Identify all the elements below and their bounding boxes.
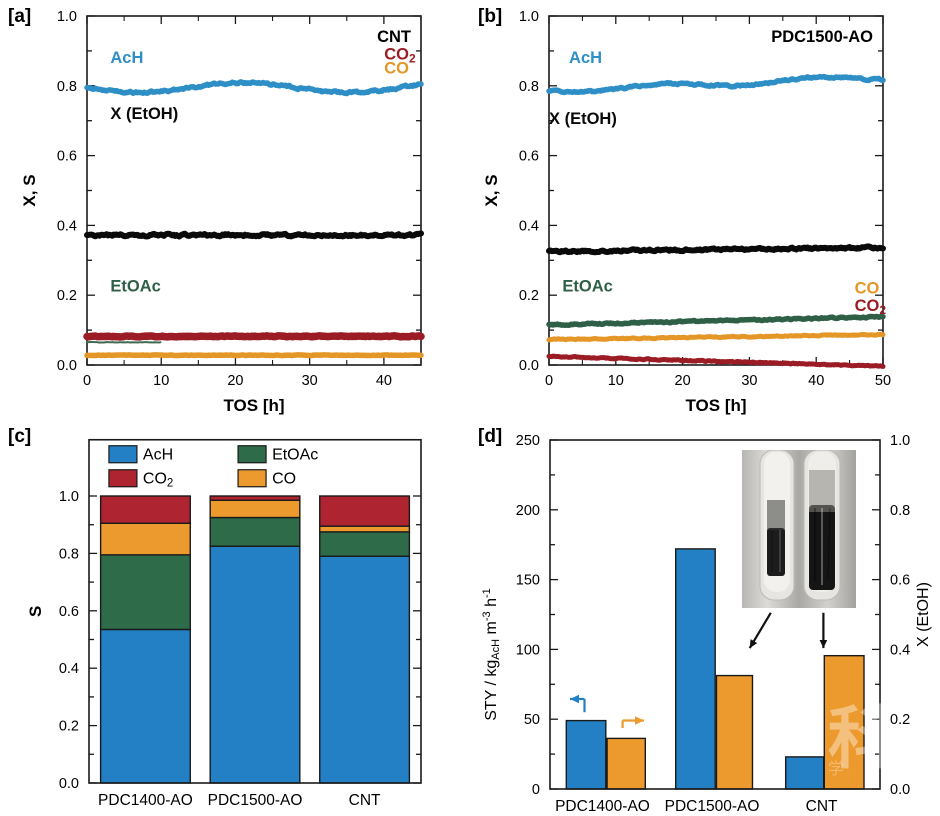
svg-text:CO: CO [855,279,880,297]
svg-text:0.4: 0.4 [519,218,539,234]
svg-text:0.4: 0.4 [890,642,910,658]
svg-text:200: 200 [516,503,540,519]
svg-text:CNT: CNT [349,792,381,809]
svg-text:EtOAc: EtOAc [562,278,612,296]
svg-text:S: S [26,606,45,617]
svg-text:X, S: X, S [482,174,501,206]
svg-text:1.0: 1.0 [890,433,910,449]
svg-text:0.4: 0.4 [59,661,79,677]
svg-text:30: 30 [741,373,757,389]
svg-text:250: 250 [516,433,540,449]
svg-text:1.0: 1.0 [57,9,77,25]
svg-text:CNT: CNT [377,28,411,46]
svg-text:AcH: AcH [110,49,143,67]
svg-text:PDC1500-AO: PDC1500-AO [771,28,873,46]
svg-text:1.0: 1.0 [519,9,539,25]
svg-text:STY / kgAcH m-3 h-1: STY / kgAcH m-3 h-1 [481,588,502,721]
svg-text:50: 50 [875,373,891,389]
svg-text:0.0: 0.0 [59,776,79,792]
svg-text:CO: CO [272,471,296,488]
svg-text:0.2: 0.2 [519,288,539,304]
svg-text:0.8: 0.8 [519,79,539,95]
svg-text:X (EtOH): X (EtOH) [110,105,178,123]
svg-text:20: 20 [675,373,691,389]
svg-text:0.0: 0.0 [57,358,77,374]
svg-text:0.2: 0.2 [57,288,77,304]
svg-text:PDC1400-AO: PDC1400-AO [555,798,650,815]
svg-text:40: 40 [376,373,392,389]
svg-text:0.4: 0.4 [57,218,77,234]
svg-text:PDC1400-AO: PDC1400-AO [98,792,193,809]
svg-text:TOS [h]: TOS [h] [223,396,284,415]
svg-text:0.8: 0.8 [890,503,910,519]
svg-text:EtOAc: EtOAc [272,447,318,464]
svg-text:0.0: 0.0 [519,358,539,374]
svg-text:X (EtOH): X (EtOH) [549,110,617,128]
svg-text:CO2: CO2 [143,471,173,490]
svg-text:1.0: 1.0 [59,489,79,505]
svg-text:PDC1500-AO: PDC1500-AO [208,792,303,809]
svg-text:20: 20 [227,373,243,389]
svg-text:0.6: 0.6 [59,604,79,620]
svg-text:0.6: 0.6 [519,149,539,165]
svg-text:150: 150 [516,573,540,589]
svg-text:EtOAc: EtOAc [110,278,160,296]
svg-text:0.6: 0.6 [890,573,910,589]
svg-text:0: 0 [532,782,540,798]
svg-text:30: 30 [302,373,318,389]
svg-text:AcH: AcH [569,49,602,67]
svg-text:0.8: 0.8 [57,79,77,95]
svg-text:40: 40 [808,373,824,389]
svg-text:0.0: 0.0 [890,782,910,798]
svg-text:10: 10 [153,373,169,389]
svg-text:0.6: 0.6 [57,149,77,165]
svg-text:CO: CO [384,60,409,78]
svg-text:0.2: 0.2 [59,719,79,735]
svg-text:10: 10 [608,373,624,389]
svg-text:CNT: CNT [806,798,838,815]
svg-text:50: 50 [524,712,540,728]
svg-text:0: 0 [83,373,91,389]
svg-text:CO2: CO2 [855,297,887,317]
svg-text:100: 100 [516,642,540,658]
svg-text:X, S: X, S [20,174,39,206]
svg-text:0: 0 [545,373,553,389]
svg-text:0.8: 0.8 [59,546,79,562]
svg-text:AcH: AcH [143,447,173,464]
svg-text:X (EtOH): X (EtOH) [915,582,932,647]
svg-text:TOS [h]: TOS [h] [685,396,746,415]
svg-text:PDC1500-AO: PDC1500-AO [665,798,760,815]
